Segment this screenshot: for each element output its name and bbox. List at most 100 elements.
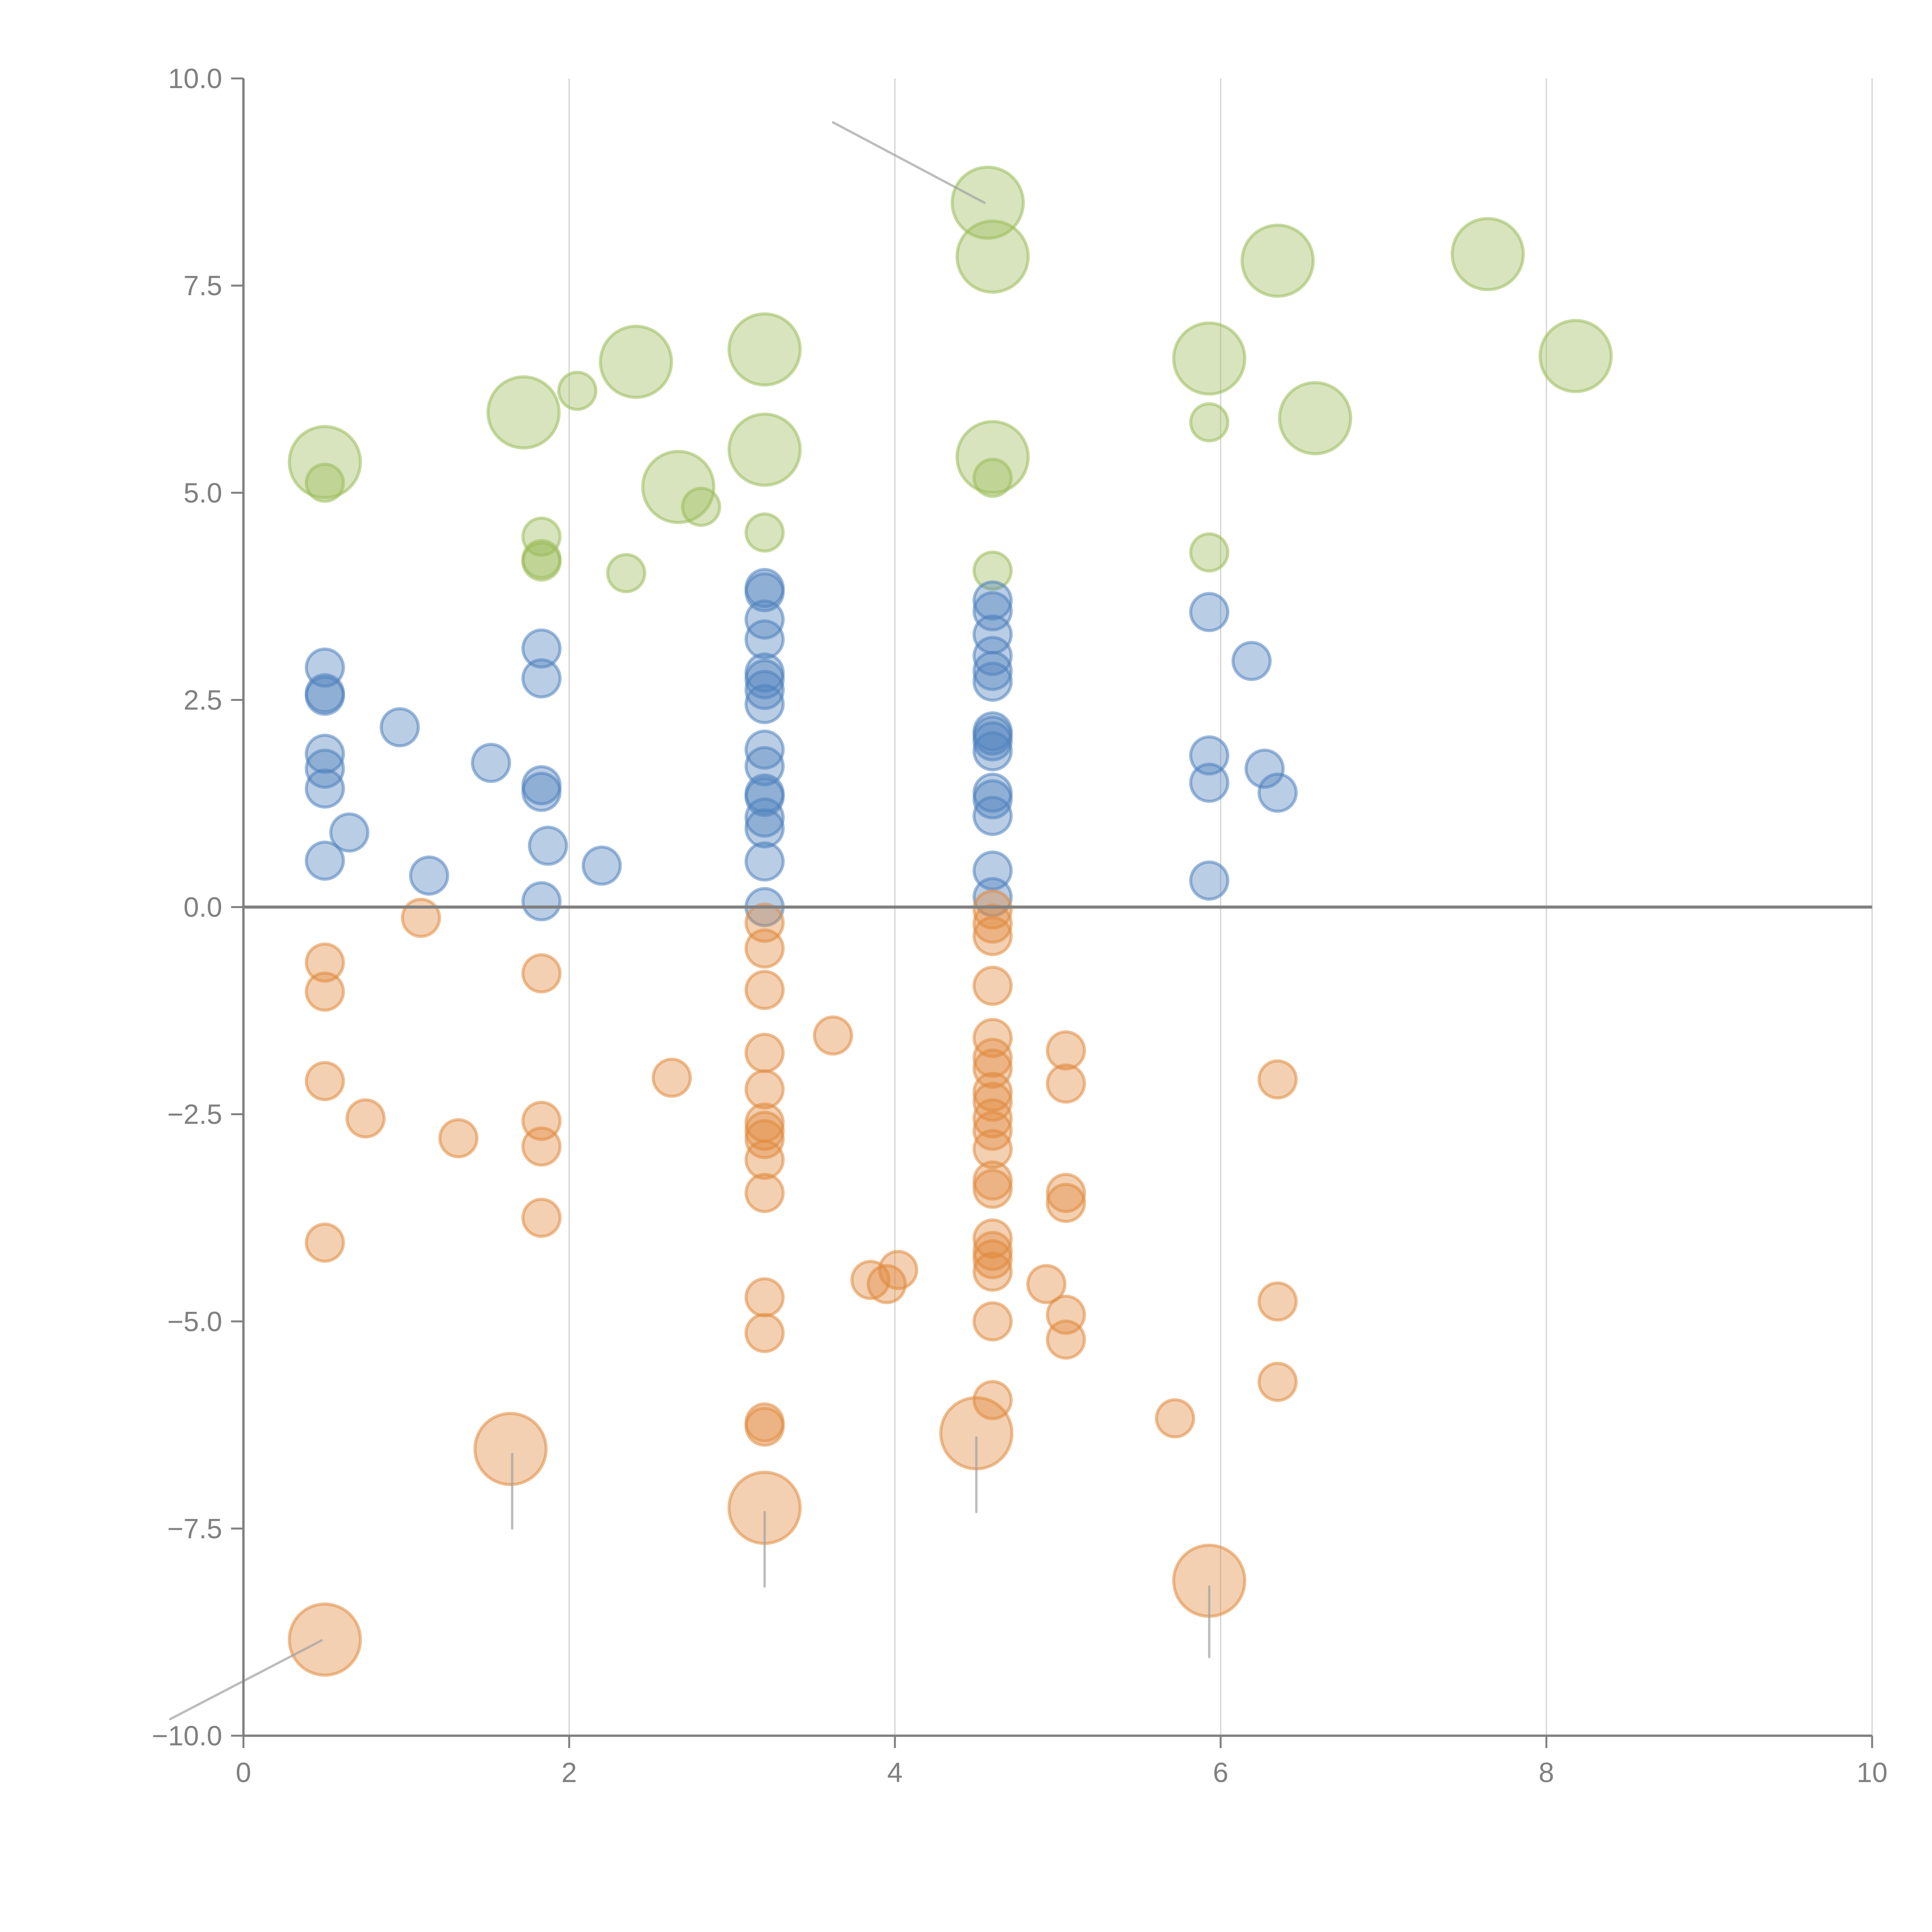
bubble-positive-low <box>521 881 562 922</box>
bubble-negative <box>972 966 1013 1006</box>
y-tick-label: 10.0 <box>168 63 222 94</box>
bubble-positive-low <box>1231 641 1272 681</box>
bubble-positive-high <box>486 375 561 450</box>
bubble-negative <box>1257 1362 1298 1402</box>
leader-line <box>832 121 986 204</box>
bubble-negative <box>972 903 1013 944</box>
bubble-positive-high <box>599 325 673 399</box>
bubble-negative <box>1155 1398 1195 1439</box>
bubble-positive-low <box>1189 860 1230 901</box>
bubble-positive-low <box>744 808 785 849</box>
y-tick-label: 2.5 <box>184 685 222 716</box>
bubble-positive-low <box>1189 762 1230 803</box>
y-tick-label: −7.5 <box>167 1514 222 1544</box>
bubble-negative <box>878 1250 918 1290</box>
x-tick-label: 6 <box>1213 1757 1228 1788</box>
bubble-positive-high <box>1189 532 1230 573</box>
bubble-negative <box>1046 1030 1086 1071</box>
bubble-negative <box>972 1048 1013 1089</box>
bubble-negative <box>304 1061 345 1101</box>
y-tick-label: −10.0 <box>152 1721 222 1752</box>
bubble-negative <box>1046 1173 1086 1213</box>
bubble-positive-high <box>521 539 562 579</box>
bubble-positive-low <box>972 779 1013 820</box>
bubble-negative <box>1257 1281 1298 1322</box>
bubble-positive-low <box>744 777 785 817</box>
x-tick-label: 10 <box>1857 1757 1888 1788</box>
bubble-positive-low <box>744 746 785 786</box>
bubble-negative <box>972 1239 1013 1279</box>
bubble-negative <box>972 1301 1013 1342</box>
bubble-positive-low <box>972 662 1013 702</box>
bubble-positive-high <box>1538 319 1613 393</box>
bubble-positive-low <box>972 591 1013 631</box>
bubble-negative <box>744 1173 785 1213</box>
bubble-positive-high <box>681 486 721 527</box>
x-tick-label: 8 <box>1539 1757 1554 1788</box>
bubble-negative <box>972 1098 1013 1139</box>
axes <box>242 78 1872 1737</box>
bubble-negative <box>521 953 562 994</box>
bubble-negative <box>744 1406 785 1447</box>
bubble-positive-low <box>972 580 1013 621</box>
bubble-positive-low <box>528 825 568 866</box>
x-tick-label: 0 <box>236 1757 251 1788</box>
bubble-positive-high <box>304 463 345 503</box>
y-tick-label: 7.5 <box>184 270 222 301</box>
bubble-negative <box>972 916 1013 956</box>
bubble-positive-low <box>744 797 785 838</box>
bubble-positive-high <box>727 312 802 387</box>
bubble-negative <box>972 1037 1013 1078</box>
bubble-positive-low <box>744 730 785 770</box>
bubble-positive-low <box>744 841 785 882</box>
bubble-negative <box>972 1218 1013 1259</box>
bubble-positive-low <box>329 812 369 853</box>
bubble-positive-low <box>744 572 785 612</box>
bubble-positive-high <box>606 553 646 594</box>
bubble-positive-low <box>744 670 785 710</box>
bubble-positive-low <box>1257 772 1298 813</box>
bubble-positive-low <box>972 651 1013 691</box>
x-tick-label: 2 <box>561 1757 577 1788</box>
bubble-positive-low <box>582 845 622 886</box>
bubble-negative <box>304 971 345 1012</box>
bubble-positive-low <box>304 768 345 809</box>
bubble-positive-high <box>727 412 802 487</box>
bubble-positive-low <box>304 840 345 881</box>
bubble-negative <box>744 1032 785 1073</box>
bubble-negative <box>744 1069 785 1110</box>
bubble-positive-high <box>1278 381 1352 456</box>
x-axis-ticks: 0 2 4 6 8 10 <box>236 1736 1888 1788</box>
y-tick-label: 5.0 <box>184 478 222 509</box>
bubble-positive-high <box>1451 217 1525 291</box>
bubble-positive-low <box>744 684 785 724</box>
bubbles <box>287 165 1613 1677</box>
bubble-positive-low <box>471 743 511 783</box>
y-tick-label: −2.5 <box>167 1099 222 1130</box>
bubble-positive-low <box>972 796 1013 836</box>
bubble-positive-high <box>1172 321 1247 396</box>
bubble-negative <box>744 1139 785 1180</box>
bubble-negative <box>521 1126 562 1167</box>
bubble-positive-high <box>744 512 785 553</box>
bubble-negative <box>744 1119 785 1159</box>
bubble-negative <box>972 1082 1013 1122</box>
bubble-negative <box>345 1098 386 1139</box>
bubble-negative <box>1046 1063 1086 1104</box>
bubble-negative <box>972 1252 1013 1292</box>
bubble-positive-low <box>379 707 420 748</box>
bubble-positive-high <box>955 219 1030 294</box>
bubble-positive-high <box>1240 223 1315 298</box>
bubble-positive-low <box>521 658 562 699</box>
bubble-positive-low <box>1189 735 1230 776</box>
bubble-positive-high <box>557 371 598 411</box>
bubble-positive-low <box>972 731 1013 772</box>
bubble-positive-high <box>972 550 1013 591</box>
bubble-negative <box>1026 1264 1066 1304</box>
bubble-positive-low <box>1244 748 1285 789</box>
leader-line <box>169 1639 323 1721</box>
bubble-negative <box>1046 1319 1086 1360</box>
x-tick-label: 4 <box>887 1757 903 1788</box>
bubble-negative <box>972 1129 1013 1169</box>
